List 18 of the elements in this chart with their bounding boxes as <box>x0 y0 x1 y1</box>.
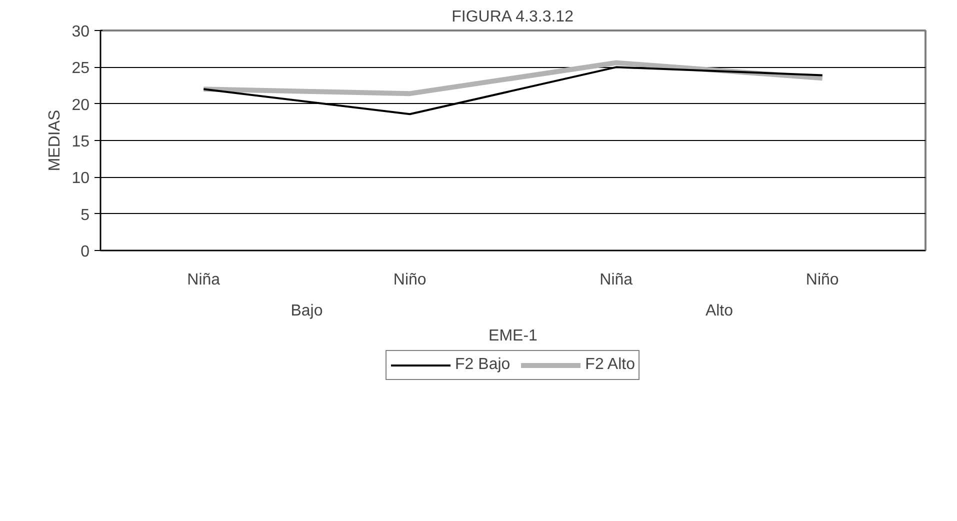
y-tick-label: 20 <box>72 96 90 114</box>
x-tick-label: Niña <box>600 272 633 288</box>
legend-label: F2 Alto <box>585 356 635 374</box>
chart-title: FIGURA 4.3.3.12 <box>452 8 574 26</box>
x-tick-label: Niña <box>187 272 220 288</box>
y-tick-label: 15 <box>72 134 90 150</box>
y-tick-label: 30 <box>72 24 90 40</box>
y-tick-label: 0 <box>80 244 90 260</box>
y-tick-label: 10 <box>72 170 90 188</box>
y-tick-label: 25 <box>72 60 90 78</box>
y-tick-label: 5 <box>80 206 90 224</box>
text: Alto <box>705 302 734 320</box>
x-axis-title: EME-1 <box>488 328 538 344</box>
legend-label: F2 Bajo <box>455 356 510 374</box>
y-axis-title: MEDIAS <box>46 110 64 172</box>
x-tick-label: Niño <box>393 272 426 288</box>
x-tick-label: Niño <box>806 272 839 288</box>
text: Bajo <box>290 302 323 320</box>
